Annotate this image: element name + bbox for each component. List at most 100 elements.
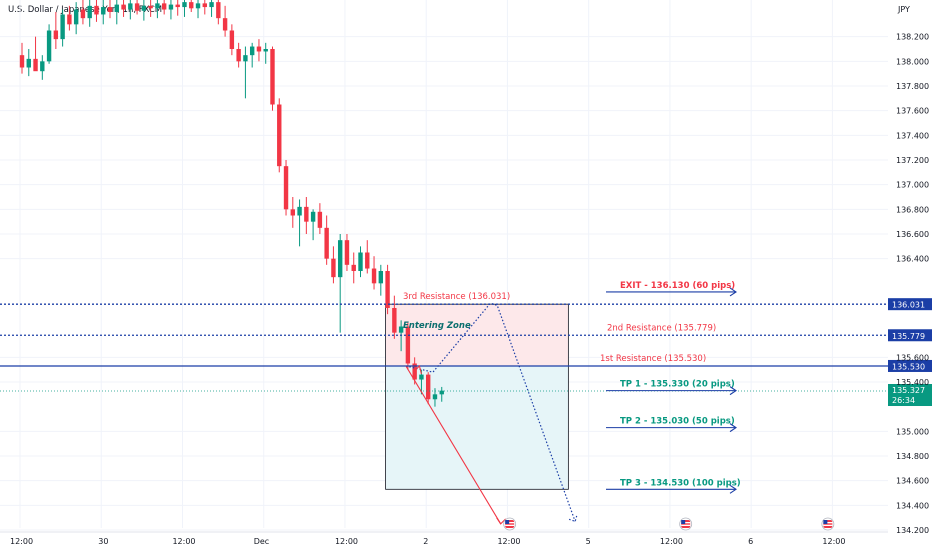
candle-body[interactable] <box>73 9 79 25</box>
y-tick-label: 137.000 <box>896 181 929 190</box>
candle-body[interactable] <box>385 271 390 308</box>
candle-body[interactable] <box>337 240 343 278</box>
candle-body[interactable] <box>168 4 174 10</box>
candle-body[interactable] <box>134 3 140 11</box>
x-tick-label: 12:00 <box>335 537 358 546</box>
candle-body[interactable] <box>67 14 72 25</box>
last-price-label: 135.327 <box>892 386 925 395</box>
candle-body[interactable] <box>161 3 167 10</box>
flag-part <box>681 522 691 524</box>
entering-zone-label: Entering Zone <box>403 321 471 331</box>
currency-label: JPY <box>897 5 910 14</box>
candle-body[interactable] <box>243 55 248 62</box>
candle-body[interactable] <box>432 394 438 400</box>
candle-body[interactable] <box>270 49 275 105</box>
target-label: TP 3 - 134.530 (100 pips) <box>620 478 741 488</box>
candle-body[interactable] <box>419 374 424 380</box>
candle-body[interactable] <box>290 209 295 216</box>
candle-body[interactable] <box>19 55 25 68</box>
candle-body[interactable] <box>60 14 65 40</box>
candle-body[interactable] <box>392 308 397 333</box>
flag-part <box>823 522 833 524</box>
x-tick-label: 12:00 <box>822 537 845 546</box>
candle-body[interactable] <box>283 166 289 210</box>
candle-body[interactable] <box>351 264 356 271</box>
candle-body[interactable] <box>426 374 431 400</box>
y-tick-label: 135.400 <box>896 378 929 387</box>
level-label: 3rd Resistance (136.031) <box>403 292 510 302</box>
candle-body[interactable] <box>209 2 214 8</box>
candle-body[interactable] <box>80 9 86 19</box>
last-price-tag <box>888 384 932 407</box>
candle-body[interactable] <box>175 4 180 8</box>
candle-body[interactable] <box>195 3 201 9</box>
x-tick-label: 30 <box>98 537 108 546</box>
y-tick-label: 137.400 <box>896 131 929 140</box>
candle-body[interactable] <box>46 30 52 62</box>
x-tick-label: 2 <box>423 537 428 546</box>
candle-body[interactable] <box>107 7 113 12</box>
price-tag <box>888 359 932 372</box>
candle-body[interactable] <box>94 5 99 15</box>
price-tag <box>888 298 932 311</box>
y-tick-label: 135.000 <box>896 427 929 436</box>
candle-body[interactable] <box>331 258 336 278</box>
candle-body[interactable] <box>304 206 309 222</box>
candle-body[interactable] <box>202 3 207 8</box>
candle-body[interactable] <box>40 61 45 72</box>
candle-body[interactable] <box>344 240 350 265</box>
flag-part <box>505 524 515 526</box>
candle-body[interactable] <box>378 271 384 284</box>
flag-part <box>823 520 828 524</box>
arrow-head <box>729 287 737 297</box>
candle-body[interactable] <box>310 211 316 222</box>
us-flag-event-icon[interactable] <box>679 517 693 531</box>
us-flag-event-icon[interactable] <box>821 517 835 531</box>
candle-body[interactable] <box>26 58 31 68</box>
candle-body[interactable] <box>249 46 255 56</box>
candle-body[interactable] <box>182 2 187 8</box>
alternate-projection-path[interactable] <box>405 302 576 522</box>
us-flag-event-icon[interactable] <box>503 517 517 531</box>
candle-body[interactable] <box>439 390 444 395</box>
candle-body[interactable] <box>365 252 370 269</box>
candle-body[interactable] <box>189 2 194 9</box>
y-tick-label: 138.200 <box>896 33 929 42</box>
candle-body[interactable] <box>412 363 417 380</box>
x-tick-label: Dec <box>254 537 269 546</box>
candle-body[interactable] <box>114 4 119 12</box>
candle-body[interactable] <box>141 5 147 11</box>
candle-body[interactable] <box>358 252 363 272</box>
candle-body[interactable] <box>317 211 323 228</box>
candle-body[interactable] <box>405 326 411 364</box>
x-tick-label: 12:00 <box>10 537 33 546</box>
candle-body[interactable] <box>155 3 160 9</box>
arrow-head <box>729 386 737 396</box>
candle-body[interactable] <box>53 30 59 40</box>
candle-body[interactable] <box>263 49 268 52</box>
candle-body[interactable] <box>229 30 235 50</box>
y-tick-label: 134.400 <box>896 501 929 510</box>
candle-body[interactable] <box>277 104 282 167</box>
candle-body[interactable] <box>128 3 133 10</box>
candle-body[interactable] <box>33 58 38 72</box>
arrow-head <box>496 517 507 525</box>
candle-body[interactable] <box>101 7 106 15</box>
candle-body[interactable] <box>236 49 241 62</box>
x-tick-label: 12:00 <box>660 537 683 546</box>
flag-part <box>681 524 691 526</box>
candle-body[interactable] <box>297 206 302 216</box>
candle-body[interactable] <box>216 2 221 19</box>
flag-part <box>505 520 510 524</box>
reward-zone-box[interactable] <box>385 365 569 490</box>
candle-body[interactable] <box>324 227 329 259</box>
candle-body[interactable] <box>148 5 153 9</box>
candle-body[interactable] <box>256 46 262 52</box>
candle-body[interactable] <box>87 5 92 19</box>
candle-body[interactable] <box>222 18 228 31</box>
candle-body[interactable] <box>371 268 377 284</box>
candle-body[interactable] <box>398 326 404 333</box>
bearish-projection-arrow[interactable] <box>405 365 502 525</box>
candle-body[interactable] <box>121 4 126 10</box>
